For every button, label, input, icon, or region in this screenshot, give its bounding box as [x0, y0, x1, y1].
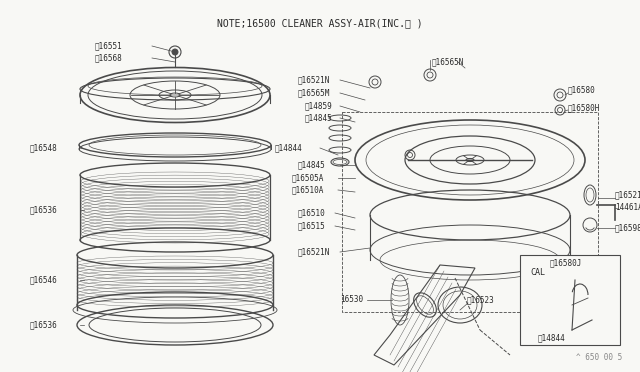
Text: ※14845: ※14845 [305, 113, 333, 122]
Text: 16530: 16530 [340, 295, 363, 305]
Text: ※16510A: ※16510A [292, 186, 324, 195]
Text: ※16505A: ※16505A [292, 173, 324, 183]
Text: ※16510: ※16510 [298, 208, 326, 218]
FancyBboxPatch shape [520, 255, 620, 345]
Text: ※16598: ※16598 [615, 224, 640, 232]
Text: ※14844: ※14844 [275, 144, 303, 153]
Text: ※14859: ※14859 [305, 102, 333, 110]
Text: NOTE;16500 CLEANER ASSY-AIR(INC.※ ): NOTE;16500 CLEANER ASSY-AIR(INC.※ ) [217, 18, 423, 28]
Text: ※14844: ※14844 [538, 334, 566, 343]
Text: ※16521N: ※16521N [298, 247, 330, 257]
Text: ※16548: ※16548 [30, 144, 58, 153]
Text: ※16580J: ※16580J [550, 259, 582, 267]
Text: ※16536: ※16536 [30, 321, 58, 330]
Circle shape [172, 49, 178, 55]
Text: ※16551: ※16551 [95, 42, 123, 51]
Text: ※16546: ※16546 [30, 276, 58, 285]
Text: ※16568: ※16568 [95, 54, 123, 62]
Text: 14461A: 14461A [615, 203, 640, 212]
Text: ※16515: ※16515 [298, 221, 326, 231]
Text: ※16523: ※16523 [467, 295, 495, 305]
Text: ※16536: ※16536 [30, 205, 58, 215]
Text: ※16565M: ※16565M [298, 89, 330, 97]
Text: ※16580: ※16580 [568, 86, 596, 94]
Text: CAL: CAL [530, 268, 545, 277]
Text: ※16580H: ※16580H [568, 103, 600, 112]
Text: ※16565N: ※16565N [432, 58, 465, 67]
Ellipse shape [466, 158, 474, 161]
Text: ※14845: ※14845 [298, 160, 326, 170]
Text: ^ 650 00 5: ^ 650 00 5 [576, 353, 622, 362]
Text: ※16521N: ※16521N [615, 190, 640, 199]
Text: ※16521N: ※16521N [298, 76, 330, 84]
